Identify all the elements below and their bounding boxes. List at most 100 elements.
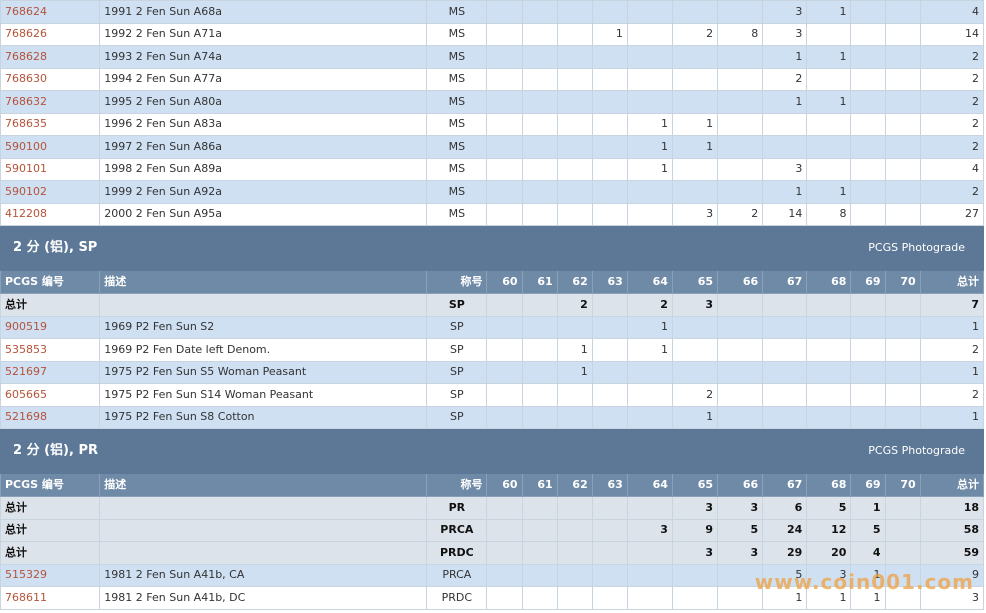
column-header-grade[interactable]: 60 bbox=[486, 270, 523, 294]
pcgs-id-link[interactable]: 590100 bbox=[0, 135, 101, 159]
column-header-grade[interactable]: 65 bbox=[671, 473, 719, 497]
grade-count-cell bbox=[486, 157, 523, 181]
pcgs-id-link[interactable]: 590101 bbox=[0, 157, 101, 181]
column-header-grade[interactable]: 68 bbox=[806, 473, 852, 497]
grade-count-cell bbox=[717, 293, 764, 317]
pcgs-id-link[interactable]: 521698 bbox=[0, 405, 101, 429]
pcgs-id-text[interactable]: 521698 bbox=[5, 410, 47, 424]
grade-count-cell bbox=[762, 405, 808, 429]
pcgs-id-text[interactable]: 768624 bbox=[5, 4, 47, 18]
grade-count-cell bbox=[884, 360, 921, 384]
pcgs-id-link[interactable]: 515329 bbox=[0, 563, 101, 587]
column-header-total[interactable]: 总计 bbox=[919, 473, 985, 497]
pcgs-id-text[interactable]: 521697 bbox=[5, 365, 47, 379]
grade-count-cell: 1 bbox=[850, 586, 886, 610]
column-header-grade[interactable]: 69 bbox=[850, 473, 886, 497]
grade-count-cell: 3 bbox=[717, 496, 764, 520]
grade-count-cell: 3 bbox=[717, 541, 764, 565]
column-header-grade[interactable]: 70 bbox=[884, 473, 921, 497]
pcgs-id-link[interactable]: 412208 bbox=[0, 202, 101, 226]
photograde-link[interactable]: PCGS Photograde bbox=[868, 241, 965, 254]
grade-count-cell: 1 bbox=[762, 180, 808, 204]
pcgs-id-text[interactable]: 900519 bbox=[5, 320, 47, 334]
pcgs-id-link[interactable]: 521697 bbox=[0, 360, 101, 384]
pcgs-id-text[interactable]: 605665 bbox=[5, 387, 47, 401]
pcgs-id-link[interactable]: 768626 bbox=[0, 22, 101, 46]
pcgs-id-text[interactable]: 768628 bbox=[5, 49, 47, 63]
column-header-grade[interactable]: 61 bbox=[521, 270, 558, 294]
pcgs-id-text[interactable]: 590100 bbox=[5, 139, 47, 153]
column-header-grade[interactable]: 64 bbox=[626, 473, 673, 497]
grade-count-cell bbox=[626, 541, 673, 565]
column-header-grade[interactable]: 65 bbox=[671, 270, 719, 294]
column-header-grade[interactable]: 69 bbox=[850, 270, 886, 294]
grade-count-cell: 3 bbox=[671, 202, 719, 226]
column-header-total[interactable]: 总计 bbox=[919, 270, 985, 294]
grade-count-cell bbox=[671, 67, 719, 91]
total-cell: 4 bbox=[919, 0, 985, 24]
photograde-link[interactable]: PCGS Photograde bbox=[868, 444, 965, 457]
column-header-desc[interactable]: 描述 bbox=[99, 270, 428, 294]
grade-count-cell bbox=[556, 586, 593, 610]
grade-count-cell: 2 bbox=[717, 202, 764, 226]
pcgs-id-link[interactable]: 768635 bbox=[0, 112, 101, 136]
pcgs-id-text[interactable]: 768635 bbox=[5, 117, 47, 131]
grade-count-cell bbox=[591, 586, 628, 610]
grade-count-cell bbox=[486, 496, 523, 520]
pcgs-id-text[interactable]: 412208 bbox=[5, 207, 47, 221]
column-header-grade[interactable]: 60 bbox=[486, 473, 523, 497]
grade-count-cell bbox=[884, 541, 921, 565]
column-header-grade[interactable]: 70 bbox=[884, 270, 921, 294]
grade-count-cell bbox=[486, 67, 523, 91]
table-row: 590101 1998 2 Fen Sun A89a MS 1 3 4 bbox=[0, 157, 985, 181]
column-header-grade[interactable]: 66 bbox=[717, 473, 764, 497]
pcgs-id-text[interactable]: 515329 bbox=[5, 568, 47, 582]
grade-count-cell: 3 bbox=[806, 563, 852, 587]
grade-count-cell bbox=[717, 586, 764, 610]
pcgs-id-link[interactable]: 768632 bbox=[0, 90, 101, 114]
grade-count-cell bbox=[486, 315, 523, 339]
column-header-grade[interactable]: 68 bbox=[806, 270, 852, 294]
pcgs-id-text[interactable]: 590102 bbox=[5, 184, 47, 198]
column-header-id[interactable]: PCGS 编号 bbox=[0, 473, 101, 497]
pcgs-id-link[interactable]: 768611 bbox=[0, 586, 101, 610]
column-header-designation[interactable]: 称号 bbox=[426, 473, 488, 497]
grade-count-cell bbox=[556, 496, 593, 520]
column-header-designation[interactable]: 称号 bbox=[426, 270, 488, 294]
column-header-grade[interactable]: 63 bbox=[591, 270, 628, 294]
pcgs-id-link[interactable]: 768630 bbox=[0, 67, 101, 91]
pcgs-id-text[interactable]: 768626 bbox=[5, 27, 47, 41]
pcgs-id-text[interactable]: 590101 bbox=[5, 162, 47, 176]
grade-count-cell bbox=[556, 383, 593, 407]
designation-cell: MS bbox=[426, 90, 488, 114]
description-cell: 1993 2 Fen Sun A74a bbox=[99, 45, 428, 69]
pcgs-id-text[interactable]: 768632 bbox=[5, 94, 47, 108]
column-header-grade[interactable]: 63 bbox=[591, 473, 628, 497]
column-header-grade[interactable]: 62 bbox=[556, 270, 593, 294]
grade-count-cell bbox=[486, 45, 523, 69]
pcgs-id-text[interactable]: 768611 bbox=[5, 590, 47, 604]
pcgs-id-link[interactable]: 900519 bbox=[0, 315, 101, 339]
grade-count-cell bbox=[521, 338, 558, 362]
column-header-grade[interactable]: 64 bbox=[626, 270, 673, 294]
description-cell: 1994 2 Fen Sun A77a bbox=[99, 67, 428, 91]
pcgs-id-link[interactable]: 590102 bbox=[0, 180, 101, 204]
description-cell: 1992 2 Fen Sun A71a bbox=[99, 22, 428, 46]
column-header-grade[interactable]: 62 bbox=[556, 473, 593, 497]
grade-count-cell: 2 bbox=[671, 22, 719, 46]
grade-count-cell bbox=[591, 0, 628, 24]
pcgs-id-link[interactable]: 768628 bbox=[0, 45, 101, 69]
pcgs-id-link[interactable]: 535853 bbox=[0, 338, 101, 362]
column-header-grade[interactable]: 67 bbox=[762, 473, 808, 497]
pcgs-id-link[interactable]: 605665 bbox=[0, 383, 101, 407]
pcgs-id-text[interactable]: 768630 bbox=[5, 72, 47, 86]
pcgs-id-link[interactable]: 768624 bbox=[0, 0, 101, 24]
pcgs-id-text[interactable]: 535853 bbox=[5, 342, 47, 356]
column-header-grade[interactable]: 61 bbox=[521, 473, 558, 497]
column-header-desc[interactable]: 描述 bbox=[99, 473, 428, 497]
column-header-id[interactable]: PCGS 编号 bbox=[0, 270, 101, 294]
column-header-grade[interactable]: 67 bbox=[762, 270, 808, 294]
total-label: 总计 bbox=[0, 293, 101, 317]
grade-count-cell bbox=[717, 383, 764, 407]
column-header-grade[interactable]: 66 bbox=[717, 270, 764, 294]
